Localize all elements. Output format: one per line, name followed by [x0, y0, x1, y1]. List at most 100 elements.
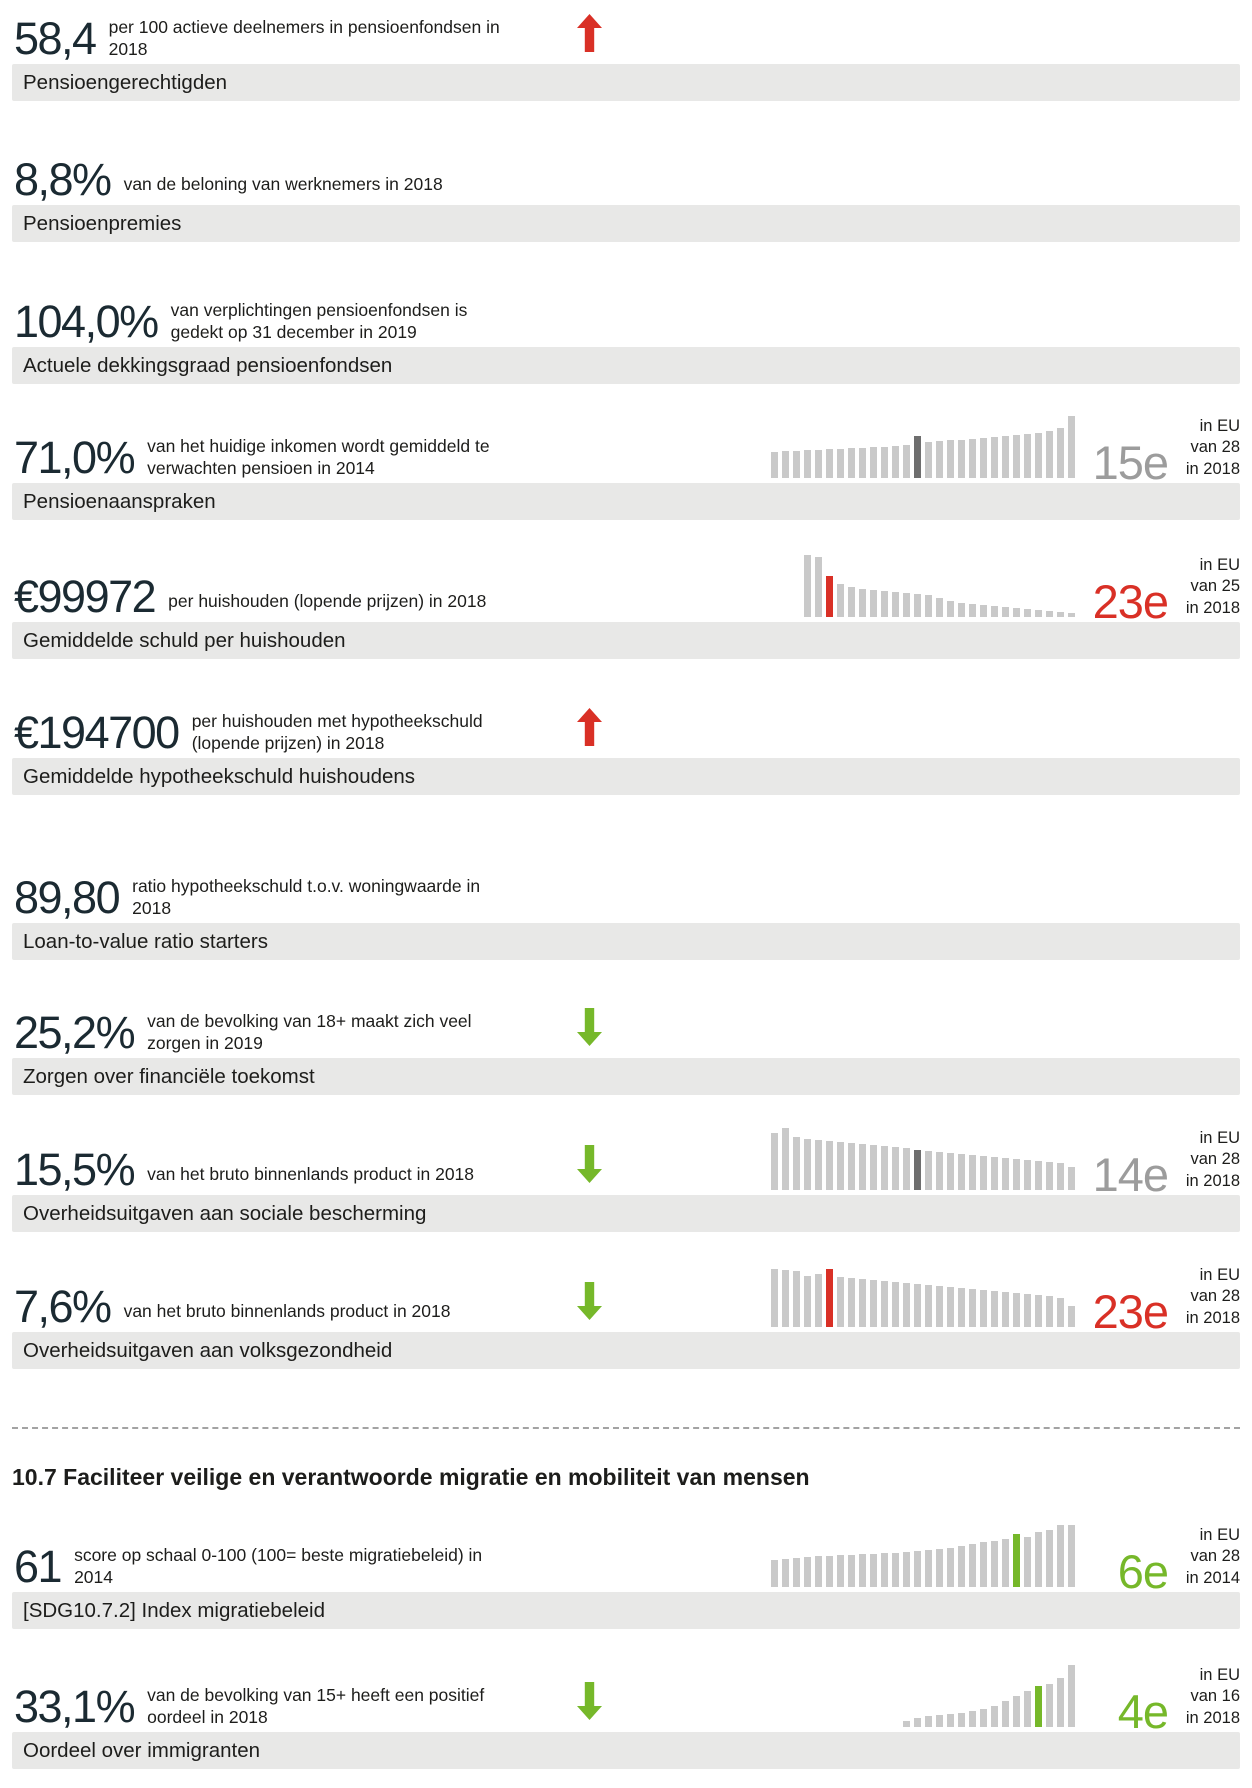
indicator-title-bar[interactable]: [SDG10.7.2] Index migratiebeleid: [12, 1592, 1240, 1629]
chart-bar: [903, 593, 910, 617]
description-line: ratio hypotheekschuld t.o.v. woningwaard…: [132, 876, 481, 897]
chart-bar: [1035, 1295, 1042, 1327]
mini-bar-chart: 23e in EU van 25 in 2018: [804, 555, 1240, 625]
description-line: van de beloning van werknemers in 2018: [123, 173, 443, 194]
description-line: per huishouden met hypotheekschuld: [191, 711, 483, 732]
eu-note-line: van 28: [1190, 1287, 1240, 1306]
eu-rank-note: in EU van 16 in 2018: [1174, 1665, 1240, 1729]
indicator-title-bar[interactable]: Gemiddelde hypotheekschuld huishoudens: [12, 758, 1240, 795]
chart-bar: [1057, 1678, 1064, 1727]
indicator-card: 104,0% van verplichtingen pensioenfondse…: [0, 277, 1252, 384]
chart-bar: [892, 446, 899, 478]
indicator-value: 15,5%: [14, 1144, 136, 1195]
indicator-row-top: 104,0% van verplichtingen pensioenfondse…: [0, 277, 1252, 347]
chart-bar: [1068, 1525, 1075, 1587]
chart-bar: [936, 1715, 943, 1727]
indicator-value: 89,80: [14, 872, 121, 923]
trend-down-icon: [576, 1008, 603, 1046]
chart-bar: [815, 557, 822, 617]
chart-bar: [771, 1269, 778, 1327]
indicator-title-bar[interactable]: Pensioenpremies: [12, 205, 1240, 242]
chart-bar-netherlands: [914, 1150, 921, 1190]
indicator-kpi: €99972 per huishouden (lopende prijzen) …: [14, 574, 486, 619]
trend-down-icon: [576, 1282, 603, 1320]
chart-bar: [1024, 1537, 1031, 1587]
chart-bar: [1013, 435, 1020, 478]
indicator-description: score op schaal 0-100 (100= beste migrat…: [74, 1545, 482, 1588]
chart-bar: [1035, 1532, 1042, 1587]
indicator-title-bar[interactable]: Overheidsuitgaven aan sociale beschermin…: [12, 1195, 1240, 1232]
chart-bar: [793, 1271, 800, 1327]
eu-rank: 4e: [1117, 1685, 1169, 1738]
indicator-card: 25,2% van de bevolking van 18+ maakt zic…: [0, 988, 1252, 1095]
indicator-title-bar[interactable]: Oordeel over immigranten: [12, 1732, 1240, 1769]
chart-bar: [1024, 1691, 1031, 1727]
description-line: oordeel in 2018: [147, 1706, 268, 1727]
chart-bar: [1046, 611, 1053, 617]
indicator-title-bar[interactable]: Actuele dekkingsgraad pensioenfondsen: [12, 347, 1240, 384]
indicator-value: 33,1%: [14, 1681, 136, 1732]
chart-bar: [947, 1714, 954, 1727]
chart-bar: [826, 1141, 833, 1190]
chart-bar: [892, 1282, 899, 1327]
chart-bar: [1002, 1292, 1009, 1327]
eu-note-line: in 2018: [1185, 1308, 1240, 1327]
chart-bar: [793, 1558, 800, 1587]
chart-bar: [848, 1555, 855, 1587]
chart-bar: [1046, 1296, 1053, 1327]
description-line: 2018: [108, 38, 148, 59]
chart-bar: [936, 1286, 943, 1327]
chart-bar: [837, 584, 844, 617]
chart-bar: [892, 1147, 899, 1190]
indicator-card: €99972 per huishouden (lopende prijzen) …: [0, 552, 1252, 659]
chart-bar: [980, 605, 987, 617]
chart-bar: [782, 1270, 789, 1327]
chart-bar: [815, 1556, 822, 1587]
chart-bar-netherlands: [914, 436, 921, 478]
eu-rank: 6e: [1117, 1545, 1169, 1598]
chart-bar: [1046, 1684, 1053, 1727]
description-line: (lopende prijzen) in 2018: [191, 732, 385, 753]
chart-bar: [980, 438, 987, 478]
eu-rank-note: in EU van 28 in 2018: [1174, 416, 1240, 480]
description-line: per huishouden (lopende prijzen) in 2018: [168, 590, 487, 611]
chart-bar: [1057, 1525, 1064, 1587]
chart-bar: [804, 1276, 811, 1327]
chart-bar: [848, 448, 855, 478]
indicator-card: 89,80 ratio hypotheekschuld t.o.v. wonin…: [0, 853, 1252, 960]
trend-down-icon: [576, 1145, 603, 1183]
indicator-title-bar[interactable]: Zorgen over financiële toekomst: [12, 1058, 1240, 1095]
eu-note-line: in 2018: [1185, 1708, 1240, 1727]
chart-bar: [1068, 416, 1075, 478]
indicator-title-bar[interactable]: Pensioengerechtigden: [12, 64, 1240, 101]
chart-bar: [925, 1716, 932, 1727]
chart-bar: [881, 1146, 888, 1190]
chart-bar: [859, 1144, 866, 1190]
description-line: van de bevolking van 15+ heeft een posit…: [147, 1685, 485, 1706]
bar-series: [771, 1525, 1075, 1587]
chart-bar: [837, 449, 844, 478]
eu-rank-note: in EU van 28 in 2018: [1174, 1128, 1240, 1192]
eu-rank: 23e: [1092, 575, 1169, 628]
chart-bar-netherlands: [826, 1269, 833, 1327]
eu-note-line: van 28: [1190, 1547, 1240, 1566]
eu-note-line: van 28: [1190, 438, 1240, 457]
indicator-kpi: 7,6% van het bruto binnenlands product i…: [14, 1284, 451, 1329]
indicator-row-top: 15,5% van het bruto binnenlands product …: [0, 1125, 1252, 1198]
indicator-title-bar[interactable]: Gemiddelde schuld per huishouden: [12, 622, 1240, 659]
chart-bar: [947, 601, 954, 617]
chart-bar: [903, 1283, 910, 1327]
chart-bar: [1057, 1298, 1064, 1327]
indicator-card: 58,4 per 100 actieve deelnemers in pensi…: [0, 0, 1252, 101]
chart-bar: [903, 1148, 910, 1190]
indicator-title-bar[interactable]: Overheidsuitgaven aan volksgezondheid: [12, 1332, 1240, 1369]
chart-bar: [991, 1706, 998, 1727]
chart-bar: [1035, 1161, 1042, 1190]
chart-bar: [771, 1560, 778, 1587]
indicator-description: ratio hypotheekschuld t.o.v. woningwaard…: [132, 876, 480, 919]
indicator-card: 15,5% van het bruto binnenlands product …: [0, 1125, 1252, 1232]
chart-bar: [1013, 1159, 1020, 1190]
indicator-title-bar[interactable]: Loan-to-value ratio starters: [12, 923, 1240, 960]
indicator-card: 61 score op schaal 0-100 (100= beste mig…: [0, 1522, 1252, 1629]
indicator-title-bar[interactable]: Pensioenaanspraken: [12, 483, 1240, 520]
